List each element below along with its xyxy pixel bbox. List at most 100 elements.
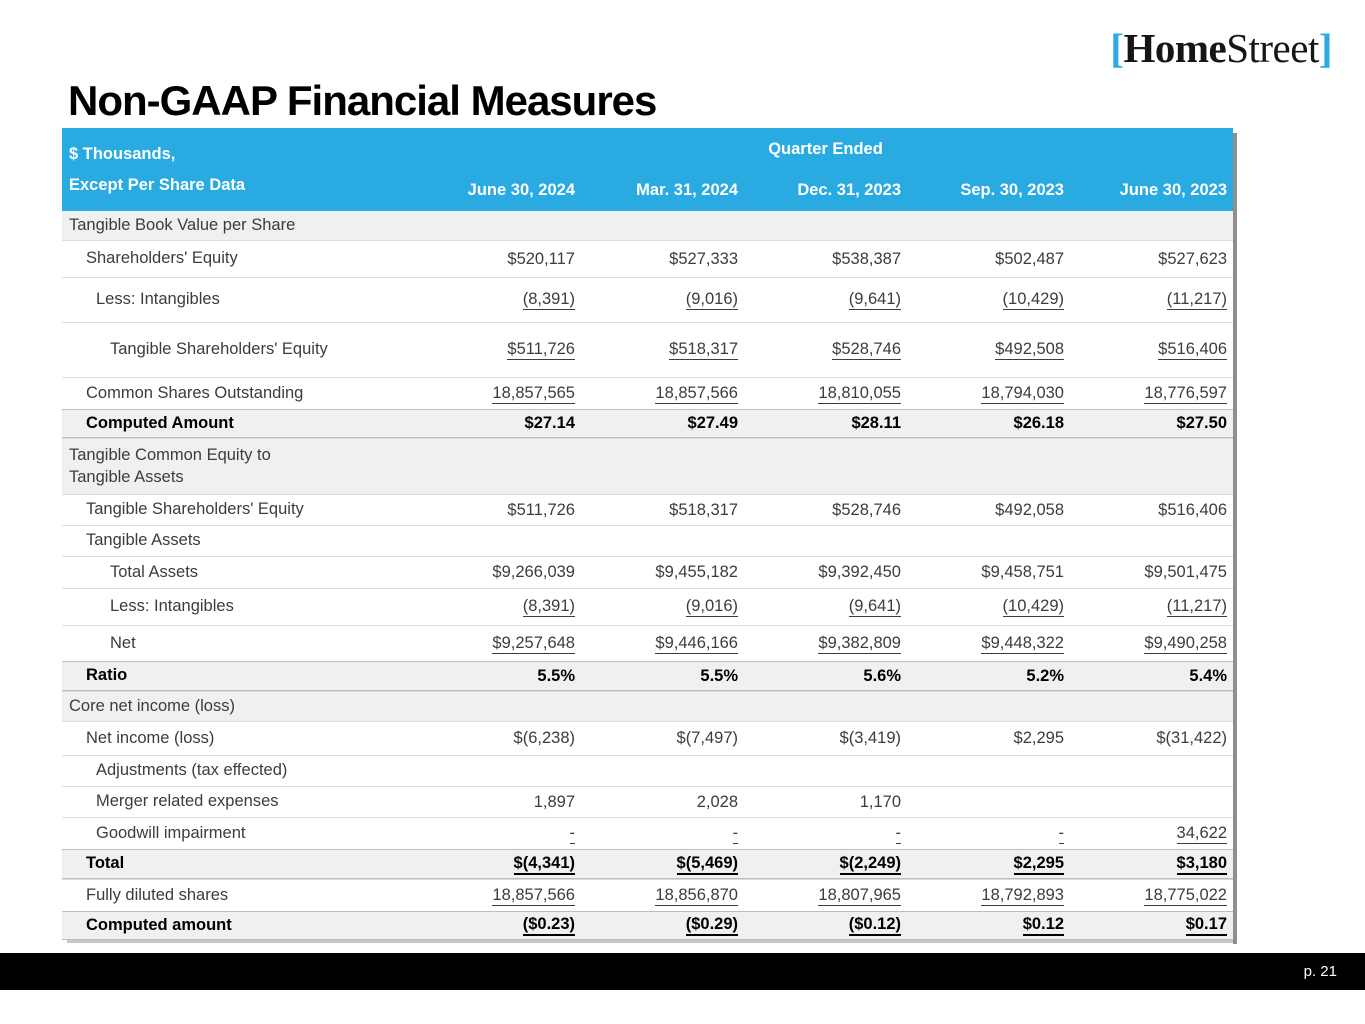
table-row: Less: Intangibles (8,391) (9,016) (9,641) (1…	[62, 588, 1233, 625]
cell-value: $9,458,751	[981, 563, 1064, 581]
row-label: Core net income (loss)	[69, 696, 235, 715]
row-label: Adjustments (tax effected)	[96, 761, 288, 780]
table-row: Adjustments (tax effected)	[62, 755, 1233, 786]
cell-value: $538,387	[832, 249, 901, 268]
cell-value: (8,391)	[522, 290, 575, 310]
cell-value: (11,217)	[1166, 290, 1227, 310]
cell-value: (10,429)	[1002, 290, 1064, 310]
cell-value: (9,016)	[685, 597, 738, 617]
row-label: Net income (loss)	[86, 728, 215, 747]
quarter-ended-label: Quarter Ended	[768, 139, 883, 158]
cell-value: $26.18	[1013, 414, 1064, 432]
cell-value: ($0.12)	[744, 915, 907, 936]
cell-value: $28.11	[851, 414, 901, 432]
cell-value: 5.6%	[863, 666, 901, 685]
table-row: Shareholders' Equity $520,117 $527,333 $538…	[62, 240, 1233, 277]
column-header: Dec. 31, 2023	[797, 181, 901, 199]
page-number: p. 21	[1303, 963, 1337, 980]
cell-value: 18,775,022	[1144, 885, 1227, 906]
cell-value: -	[569, 823, 575, 844]
column-header: June 30, 2023	[1119, 181, 1227, 199]
row-label: Tangible Shareholders' Equity	[110, 340, 328, 359]
cell-value: $0.17	[1070, 915, 1233, 936]
row-label: Total	[86, 854, 125, 873]
cell-value: 34,622	[1176, 823, 1227, 844]
cell-value: 18,810,055	[818, 383, 901, 404]
cell-value: $9,257,648	[492, 633, 575, 654]
cell-value: $511,726	[507, 340, 575, 360]
cell-value: $511,726	[507, 500, 575, 519]
table-row: Tangible Shareholders' Equity $511,726 $51…	[62, 494, 1233, 525]
cell-value: $518,317	[669, 500, 738, 519]
row-label: Computed Amount	[86, 413, 234, 432]
footer-bar: p. 21	[0, 953, 1365, 990]
cell-value: 18,857,566	[655, 383, 738, 404]
cell-value: 18,807,965	[818, 885, 901, 906]
row-label: Tangible Book Value per Share	[69, 215, 296, 234]
cell-value: 18,857,566	[492, 885, 575, 906]
table-row: Computed Amount $27.14 $27.49 $28.11 $26.18 $…	[62, 409, 1233, 438]
cell-value: 5.5%	[537, 666, 575, 685]
cell-value: $492,058	[995, 500, 1064, 519]
cell-value: $9,382,809	[818, 633, 901, 654]
cell-value: (9,641)	[848, 290, 901, 310]
cell-value: $27.14	[524, 414, 575, 432]
column-header: Sep. 30, 2023	[960, 181, 1064, 199]
table-row: Common Shares Outstanding 18,857,565 18,85…	[62, 377, 1233, 409]
cell-value: $9,446,166	[655, 633, 738, 654]
cell-value: $(6,238)	[513, 729, 575, 747]
cell-value: $528,746	[832, 340, 901, 360]
cell-value: 2,028	[696, 792, 738, 811]
table-row: Tangible Assets	[62, 525, 1233, 556]
table-row: Net $9,257,648 $9,446,166 $9,382,809 $9,448,…	[62, 625, 1233, 661]
cell-value: $527,333	[669, 249, 738, 268]
cell-value: (9,016)	[685, 290, 738, 310]
table-row: Fully diluted shares 18,857,566 18,856,870…	[62, 879, 1233, 911]
row-label: Common Shares Outstanding	[86, 383, 304, 402]
cell-value: $(3,419)	[839, 729, 901, 747]
corner-label: $ Thousands, Except Per Share Data	[69, 144, 246, 194]
cell-value: -	[895, 823, 901, 844]
table-row: Goodwill impairment - - - - 34,622	[62, 817, 1233, 849]
row-label: Computed amount	[86, 915, 232, 934]
table-row: Ratio 5.5% 5.5% 5.6% 5.2% 5.4%	[62, 661, 1233, 691]
column-header: June 30, 2024	[467, 181, 575, 199]
cell-value: (10,429)	[1002, 597, 1064, 617]
cell-value: $516,406	[1158, 500, 1227, 519]
cell-value: $2,295	[1013, 729, 1064, 747]
row-label: Total Assets	[110, 562, 199, 581]
cell-value: 18,776,597	[1144, 383, 1227, 404]
cell-value: $492,508	[995, 340, 1064, 360]
cell-value: $27.49	[687, 414, 738, 432]
cell-value: $502,487	[995, 249, 1064, 268]
row-label: Less: Intangibles	[110, 597, 234, 616]
cell-value: $9,455,182	[655, 563, 738, 581]
financial-table: $ Thousands, Except Per Share Data Quart…	[62, 128, 1237, 944]
cell-value: $27.50	[1176, 414, 1227, 432]
row-label: Fully diluted shares	[86, 885, 229, 904]
cell-value: $520,117	[507, 249, 575, 268]
table-row: Total $(4,341) $(5,469) $(2,249) $2,295 $3,18…	[62, 849, 1233, 879]
row-label: Tangible Common Equity to Tangible Asset…	[69, 446, 271, 486]
cell-value: $(31,422)	[1156, 729, 1227, 747]
cell-value: (11,217)	[1166, 597, 1227, 617]
logo-home-text: Home	[1123, 25, 1227, 71]
cell-value: 18,857,565	[492, 383, 575, 404]
cell-value: $(5,469)	[581, 854, 744, 875]
cell-value: $9,392,450	[818, 563, 901, 581]
cell-value: $(4,341)	[418, 854, 581, 875]
row-label: Tangible Shareholders' Equity	[86, 500, 304, 519]
table-row: Total Assets $9,266,039 $9,455,182 $9,392,4…	[62, 556, 1233, 588]
cell-value: 18,794,030	[981, 383, 1064, 404]
table-row: Merger related expenses 1,897 2,028 1,170	[62, 786, 1233, 817]
row-label: Shareholders' Equity	[86, 249, 238, 268]
cell-value: $528,746	[832, 500, 901, 519]
cell-value: $9,501,475	[1144, 563, 1227, 581]
cell-value: $516,406	[1158, 340, 1227, 360]
logo-close-bracket: ]	[1318, 25, 1333, 71]
cell-value: 5.4%	[1189, 666, 1227, 685]
column-header: Mar. 31, 2024	[636, 181, 738, 199]
cell-value: $2,295	[907, 854, 1070, 875]
table-row: Less: Intangibles (8,391) (9,016) (9,641) (1…	[62, 277, 1233, 322]
